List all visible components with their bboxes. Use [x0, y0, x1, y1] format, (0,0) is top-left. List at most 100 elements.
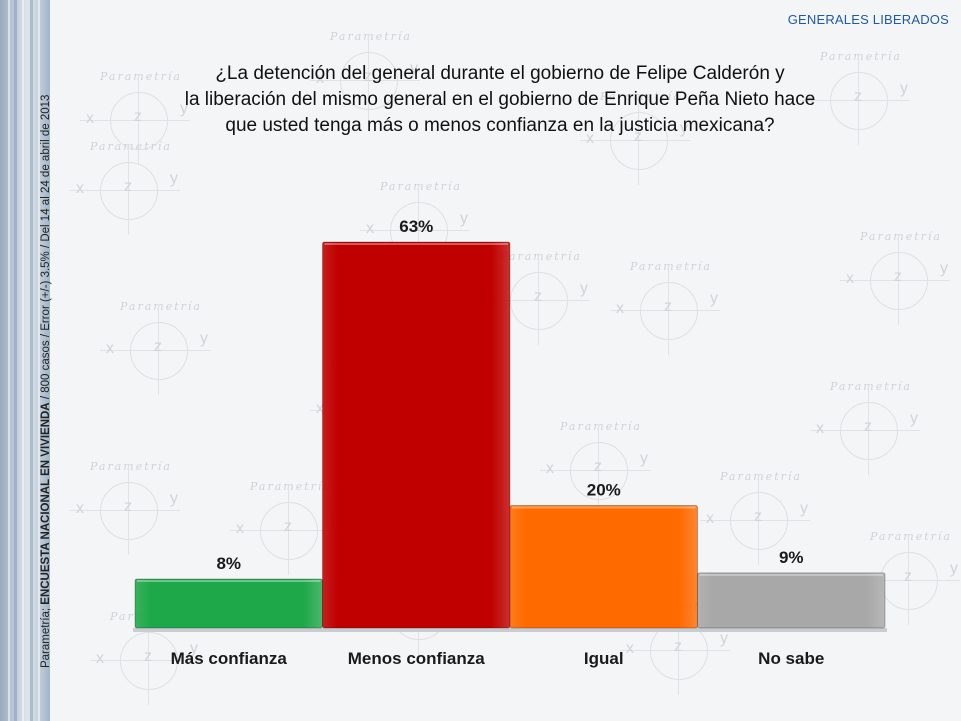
- watermark-glyph-y: y: [940, 260, 948, 277]
- watermark-axis-v: [418, 185, 419, 275]
- watermark-circle: [730, 492, 788, 550]
- watermark-glyph-z: z: [854, 88, 862, 105]
- watermark-axis-h: [580, 140, 690, 141]
- watermark-glyph-y: y: [900, 80, 908, 97]
- title-line-3: que usted tenga más o menos confianza en…: [225, 115, 775, 136]
- decorative-side-strip: [0, 0, 50, 721]
- watermark-glyph-x: x: [706, 510, 714, 527]
- watermark-circle: [830, 72, 888, 130]
- watermark-axis-h: [70, 190, 180, 191]
- watermark-glyph-x: x: [316, 70, 324, 87]
- watermark-glyph-z: z: [904, 568, 912, 585]
- chart-baseline: [133, 628, 887, 632]
- category-label-2: Igual: [584, 649, 624, 668]
- watermark-axis-v: [898, 235, 899, 325]
- title-line-1: ¿La detención del general durante el gob…: [215, 63, 785, 84]
- watermark-axis-v: [148, 615, 149, 705]
- watermark-brand-text: Parametría: [830, 380, 912, 393]
- watermark-axis-v: [858, 55, 859, 145]
- watermark-glyph-z: z: [134, 108, 142, 125]
- watermark-circle: [120, 632, 178, 690]
- watermark-circle: [840, 402, 898, 460]
- watermark-axis-h: [360, 230, 470, 231]
- watermark-brand-text: Parametría: [820, 50, 902, 63]
- watermark-glyph-x: x: [316, 400, 324, 417]
- section-label: GENERALES LIBERADOS: [787, 12, 949, 27]
- watermark-circle: [640, 282, 698, 340]
- watermark-circle: [610, 112, 668, 170]
- watermark-glyph-y: y: [460, 210, 468, 227]
- watermark-circle: [100, 482, 158, 540]
- watermark-axis-v: [908, 535, 909, 625]
- watermark-glyph-x: x: [76, 180, 84, 197]
- watermark-axis-h: [70, 510, 180, 511]
- watermark-glyph-y: y: [410, 60, 418, 77]
- watermark-glyph-z: z: [284, 518, 292, 535]
- watermark-circle: [570, 442, 628, 500]
- watermark-axis-h: [230, 530, 340, 531]
- watermark-brand-text: Parametría: [100, 70, 182, 83]
- watermark-glyph-x: x: [76, 500, 84, 517]
- watermark-glyph-y: y: [580, 280, 588, 297]
- watermark-circle: [260, 502, 318, 560]
- watermark-glyph-x: x: [616, 300, 624, 317]
- watermark-axis-h: [610, 310, 720, 311]
- watermark-axis-h: [810, 430, 920, 431]
- watermark-glyph-x: x: [106, 340, 114, 357]
- bar-highlight-3: [699, 573, 883, 576]
- watermark-axis-h: [840, 280, 950, 281]
- watermark-brand-text: Parametría: [250, 480, 332, 493]
- category-label-1: Menos confianza: [348, 649, 486, 668]
- watermark-brand-text: Parametría: [500, 250, 582, 263]
- watermark-glyph-z: z: [124, 498, 132, 515]
- data-label-2: 20%: [587, 480, 621, 499]
- watermark-axis-h: [80, 120, 190, 121]
- watermark-circle: [870, 252, 928, 310]
- watermark-axis-h: [850, 580, 960, 581]
- watermark-brand-text: Parametría: [560, 420, 642, 433]
- watermark-axis-v: [678, 605, 679, 695]
- watermark-brand-text: Parametría: [330, 30, 412, 43]
- watermark-circle: [100, 162, 158, 220]
- bar-highlight-2: [512, 506, 696, 509]
- category-label-3: No sabe: [758, 649, 824, 668]
- watermark-glyph-z: z: [674, 638, 682, 655]
- watermark-axis-v: [288, 485, 289, 575]
- watermark-glyph-x: x: [96, 650, 104, 667]
- bar-0: [134, 578, 323, 629]
- watermark-brand-text: Parametría: [120, 300, 202, 313]
- watermark-axis-h: [800, 100, 910, 101]
- watermark-glyph-z: z: [124, 178, 132, 195]
- watermark-glyph-x: x: [806, 90, 814, 107]
- watermark-glyph-z: z: [414, 218, 422, 235]
- watermark-glyph-x: x: [366, 220, 374, 237]
- watermark-circle: [130, 322, 188, 380]
- watermark-axis-h: [90, 660, 200, 661]
- watermark-glyph-z: z: [144, 648, 152, 665]
- watermark-glyph-y: y: [640, 450, 648, 467]
- watermark-axis-v: [868, 385, 869, 475]
- watermark-glyph-x: x: [236, 520, 244, 537]
- watermark-axis-v: [668, 265, 669, 355]
- watermark-glyph-z: z: [664, 298, 672, 315]
- watermark-axis-v: [128, 145, 129, 235]
- watermark-axis-h: [310, 80, 420, 81]
- watermark-glyph-z: z: [154, 338, 162, 355]
- watermark-brand-text: Parametría: [860, 230, 942, 243]
- watermark-axis-v: [538, 255, 539, 345]
- watermark-axis-h: [540, 470, 650, 471]
- watermark-glyph-z: z: [594, 458, 602, 475]
- watermark-glyph-x: x: [846, 270, 854, 287]
- watermark-glyph-y: y: [200, 330, 208, 347]
- watermark-brand-text: Parametría: [870, 530, 952, 543]
- watermark-glyph-y: y: [680, 120, 688, 137]
- watermark-glyph-x: x: [816, 420, 824, 437]
- watermark-axis-h: [480, 300, 590, 301]
- watermark-glyph-z: z: [894, 268, 902, 285]
- bar-2: [509, 504, 698, 629]
- watermark-circle: [510, 272, 568, 330]
- watermark-axis-v: [598, 425, 599, 515]
- watermark-glyph-z: z: [364, 68, 372, 85]
- watermark-glyph-y: y: [170, 170, 178, 187]
